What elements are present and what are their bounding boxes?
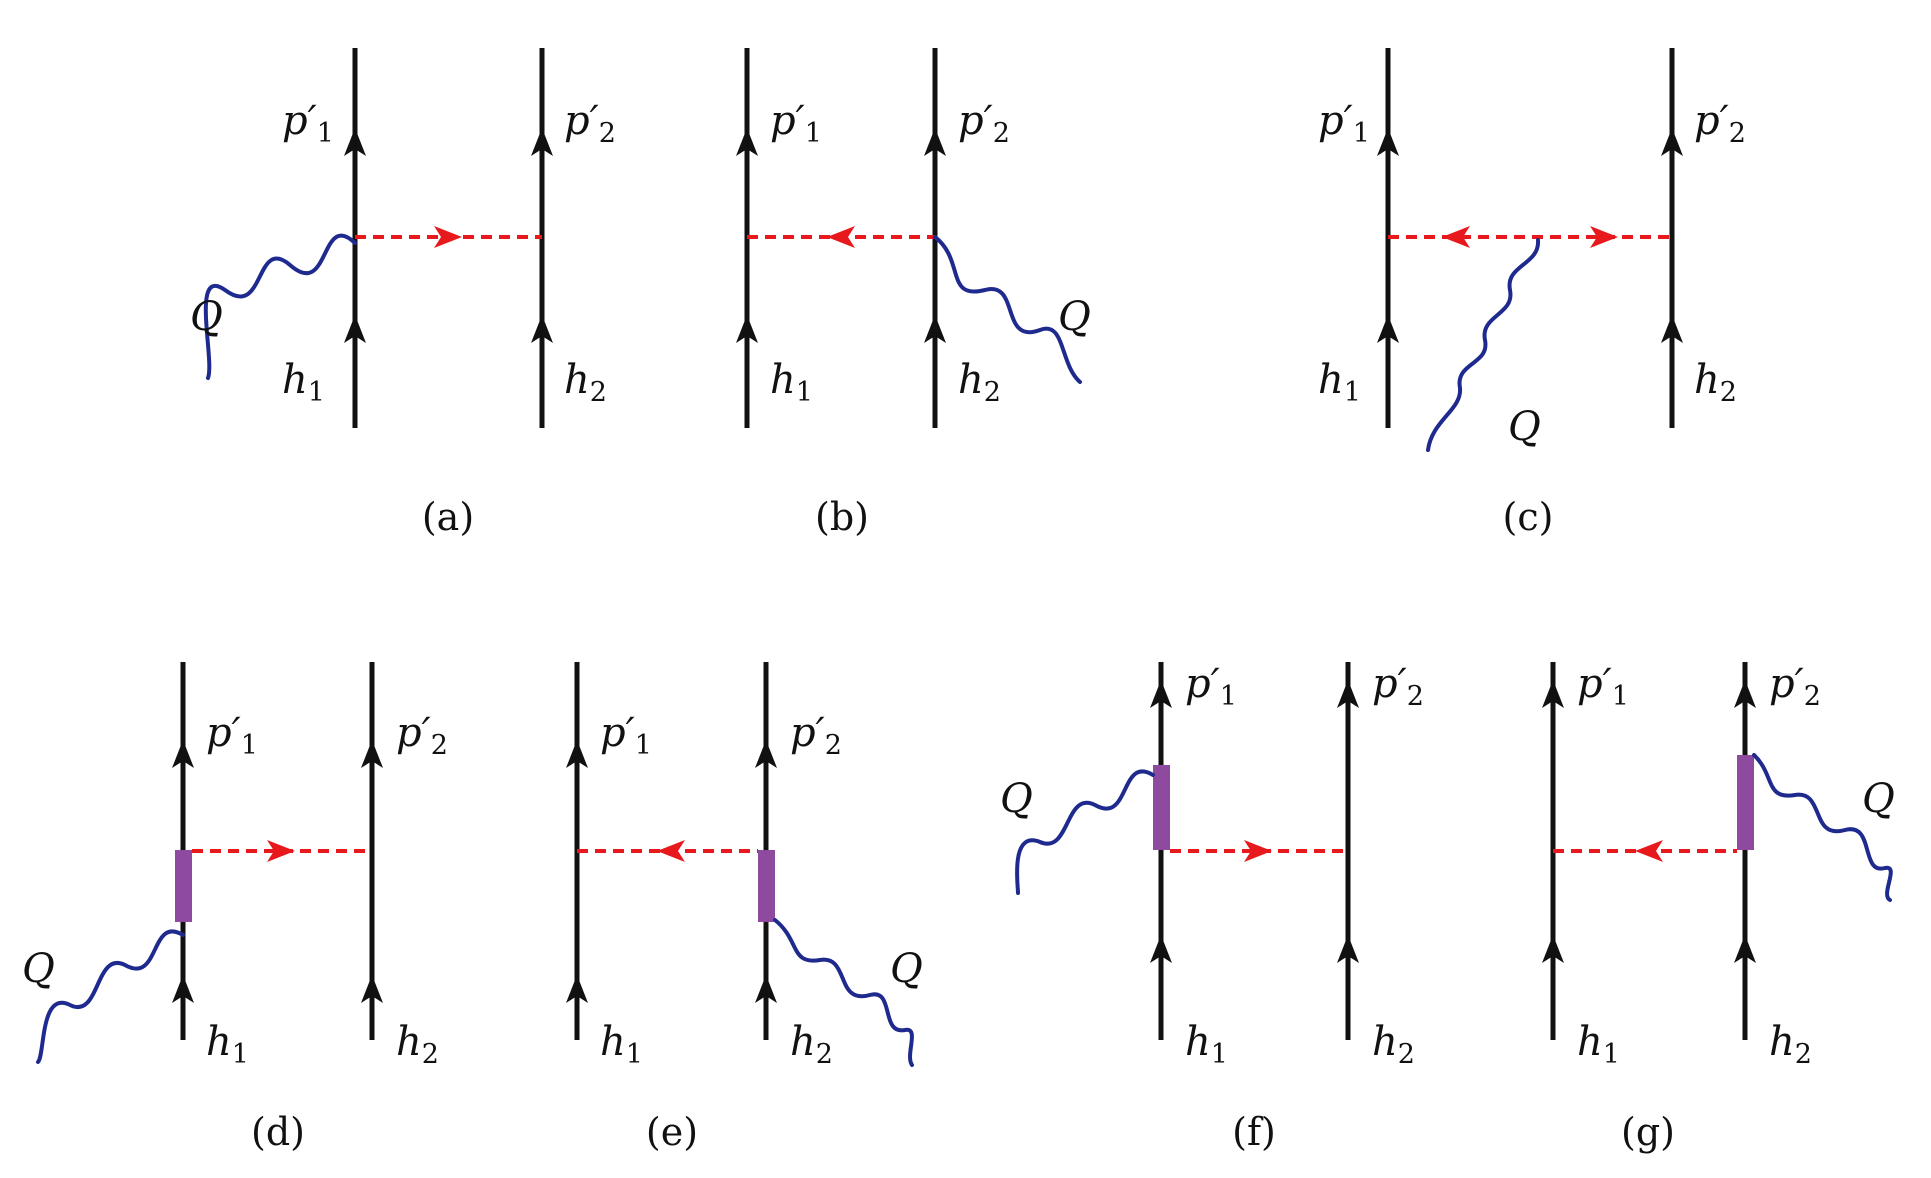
arrow-right-icon (1244, 840, 1272, 862)
caption-d: (d) (251, 1110, 305, 1154)
caption-a: (a) (422, 495, 474, 539)
arrow-up-icon (1734, 935, 1756, 963)
arrow-up-icon (361, 740, 383, 768)
label-p1-prime: p′1 (282, 98, 334, 149)
arrow-up-icon (755, 975, 777, 1003)
arrow-up-icon (566, 975, 588, 1003)
diagram-a: p′1 p′2 h1 h2 Q (a) (190, 48, 616, 539)
label-p2-prime: p′2 (396, 710, 448, 761)
diagram-b: p′1 p′2 h1 h2 Q (b) (736, 48, 1091, 539)
arrow-right-icon (434, 226, 462, 248)
label-Q: Q (1058, 294, 1091, 340)
vertex-blob (758, 850, 775, 922)
label-p1-prime: p′1 (206, 710, 258, 761)
caption-g: (g) (1621, 1110, 1675, 1154)
label-h1: h1 (1318, 357, 1361, 408)
vertex-blob (175, 850, 192, 922)
arrow-up-icon (531, 128, 553, 156)
label-p1-prime: p′1 (600, 710, 652, 761)
arrow-up-icon (1542, 935, 1564, 963)
arrow-right-icon (267, 840, 295, 862)
arrow-up-icon (1377, 128, 1399, 156)
photon-line (1752, 753, 1893, 902)
label-Q: Q (1862, 776, 1895, 822)
label-p2-prime: p′2 (1694, 98, 1746, 149)
label-h2: h2 (1694, 357, 1737, 408)
label-p2-prime: p′2 (958, 98, 1010, 149)
label-p2-prime: p′2 (1769, 661, 1821, 712)
arrow-up-icon (344, 315, 366, 343)
label-Q: Q (890, 946, 923, 992)
label-p1-prime: p′1 (1318, 98, 1370, 149)
arrow-right-icon (1590, 226, 1618, 248)
label-p2-prime: p′2 (564, 98, 616, 149)
label-p1-prime: p′1 (1185, 661, 1237, 712)
photon-line (203, 233, 357, 380)
arrow-up-icon (755, 740, 777, 768)
arrow-up-icon (172, 740, 194, 768)
photon-line (933, 235, 1082, 384)
arrow-up-icon (566, 740, 588, 768)
arrow-up-icon (1661, 128, 1683, 156)
arrow-up-icon (344, 128, 366, 156)
arrow-up-icon (1150, 680, 1172, 708)
label-h2: h2 (958, 357, 1001, 408)
label-Q: Q (1508, 404, 1541, 450)
caption-b: (b) (815, 495, 869, 539)
arrow-up-icon (1377, 315, 1399, 343)
diagram-e: p′1 p′2 h1 h2 Q (e) (566, 662, 923, 1154)
diagram-f: p′1 p′2 h1 h2 Q (f) (1000, 661, 1424, 1154)
label-h2: h2 (564, 357, 607, 408)
label-p2-prime: p′2 (790, 710, 842, 761)
label-h1: h1 (282, 357, 325, 408)
diagram-g: p′1 p′2 h1 h2 Q (g) (1542, 661, 1895, 1154)
arrow-left-icon (657, 840, 685, 862)
arrow-up-icon (1337, 935, 1359, 963)
label-h2: h2 (1769, 1019, 1812, 1070)
label-p1-prime: p′1 (1577, 661, 1629, 712)
arrow-left-icon (1442, 226, 1470, 248)
arrow-up-icon (1661, 315, 1683, 343)
caption-c: (c) (1503, 495, 1554, 539)
caption-e: (e) (646, 1110, 698, 1154)
label-h1: h1 (206, 1019, 249, 1070)
label-h1: h1 (600, 1019, 643, 1070)
arrow-left-icon (827, 226, 855, 248)
arrow-up-icon (736, 315, 758, 343)
label-Q: Q (1000, 776, 1033, 822)
vertex-blob (1737, 755, 1754, 850)
photon-line (773, 918, 914, 1067)
arrow-up-icon (531, 315, 553, 343)
diagram-d: p′1 p′2 h1 h2 Q (d) (22, 662, 448, 1154)
label-h2: h2 (790, 1019, 833, 1070)
vertex-blob (1153, 765, 1170, 850)
label-h2: h2 (1372, 1019, 1415, 1070)
arrow-up-icon (172, 975, 194, 1003)
label-Q: Q (190, 294, 223, 340)
arrow-up-icon (1542, 680, 1564, 708)
photon-line (1426, 238, 1541, 452)
label-h1: h1 (1577, 1019, 1620, 1070)
arrow-up-icon (1150, 935, 1172, 963)
arrow-up-icon (924, 128, 946, 156)
label-Q: Q (22, 946, 55, 992)
caption-f: (f) (1232, 1110, 1276, 1154)
label-h1: h1 (770, 357, 813, 408)
label-h1: h1 (1185, 1019, 1228, 1070)
label-h2: h2 (396, 1019, 439, 1070)
diagram-c: p′1 p′2 h1 h2 Q (c) (1318, 48, 1746, 539)
arrow-up-icon (361, 975, 383, 1003)
arrow-left-icon (1635, 840, 1663, 862)
arrow-up-icon (1734, 680, 1756, 708)
photon-line (36, 929, 185, 1064)
arrow-up-icon (736, 128, 758, 156)
label-p2-prime: p′2 (1372, 661, 1424, 712)
arrow-up-icon (924, 315, 946, 343)
label-p1-prime: p′1 (770, 98, 822, 149)
arrow-up-icon (1337, 680, 1359, 708)
photon-line (1015, 769, 1155, 895)
